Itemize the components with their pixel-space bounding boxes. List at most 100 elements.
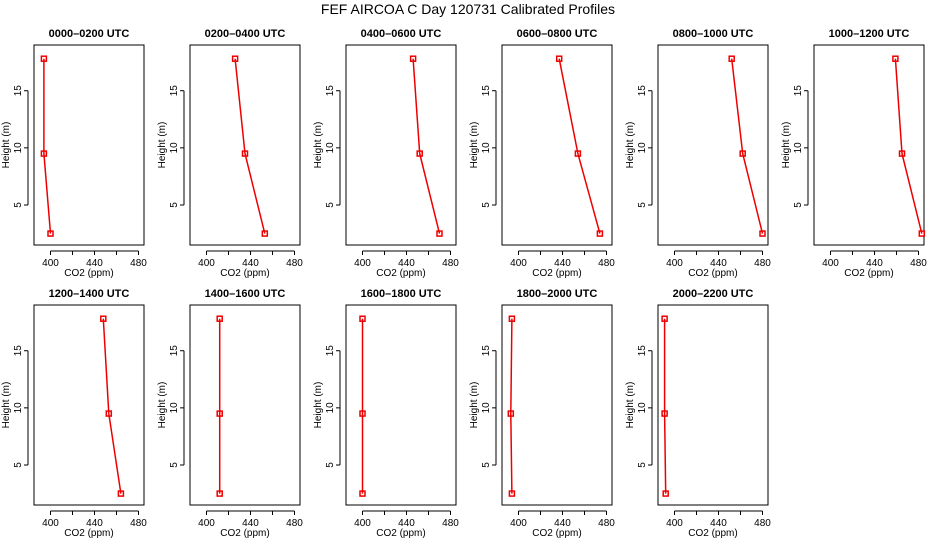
- panel-6-x-axis-label: CO2 (ppm): [844, 268, 893, 279]
- panel-3-y-tick-label: 15: [325, 85, 336, 97]
- panel-3-y-axis-label: Height (m): [313, 122, 324, 169]
- panel-8-y-tick-label: 5: [169, 462, 180, 468]
- panel-10-x-axis-label: CO2 (ppm): [532, 528, 581, 539]
- panel-2-title: 0200–0400 UTC: [205, 28, 286, 40]
- panel-2-frame: [189, 44, 301, 246]
- panel-6-data-point: [918, 230, 926, 237]
- panel-2-data-point: [261, 230, 269, 237]
- panel-10-x-tick-label: 440: [554, 518, 571, 529]
- panel-8-x-tick-label: 400: [198, 518, 215, 529]
- panel-11-frame: [657, 304, 769, 506]
- panel-8-y-tick-label: 15: [169, 345, 180, 357]
- panel-7-y-tick-label: 15: [13, 345, 24, 357]
- panel-4-x-tick-label: 480: [598, 258, 615, 269]
- panel-11-x-tick-label: 480: [754, 518, 771, 529]
- panel-1-title: 0000–0200 UTC: [49, 28, 130, 40]
- panel-10-x-tick-label: 400: [510, 518, 527, 529]
- panel-3-data-point: [409, 55, 417, 62]
- panel-6-x-tick-label: 440: [866, 258, 883, 269]
- panel-2-x-axis-label: CO2 (ppm): [220, 268, 269, 279]
- panel-2-x-tick-label: 440: [242, 258, 259, 269]
- panel-3-y-tick-label: 5: [325, 202, 336, 208]
- panel-7-y-tick-label: 5: [13, 462, 24, 468]
- panel-6-data-point: [898, 150, 906, 157]
- panel-9-x-axis-label: CO2 (ppm): [376, 528, 425, 539]
- panel-2-data-point: [231, 55, 239, 62]
- panel-3-y-tick-label: 10: [325, 142, 336, 154]
- panel-4-x-axis-label: CO2 (ppm): [532, 268, 581, 279]
- panel-11-y-axis-label: Height (m): [625, 382, 636, 429]
- panel-4-data-point: [574, 150, 582, 157]
- panel-7-title: 1200–1400 UTC: [49, 288, 130, 300]
- panel-9-y-axis-label: Height (m): [313, 382, 324, 429]
- panel-3-profile-line: [412, 58, 441, 234]
- panel-5-title: 0800–1000 UTC: [673, 28, 754, 40]
- panel-1-profile-line: [43, 58, 52, 234]
- panel-2-y-axis-label: Height (m): [157, 122, 168, 169]
- panel-2-y-tick-label: 5: [169, 202, 180, 208]
- panel-4-data-point: [555, 55, 563, 62]
- panel-10-data-point: [507, 410, 515, 417]
- panel-8-y-tick-label: 10: [169, 402, 180, 414]
- panel-5-data-point: [739, 150, 746, 157]
- panel-7-y-tick-label: 10: [13, 402, 24, 414]
- panel-1-y-tick-label: 15: [13, 85, 24, 97]
- panel-7-x-axis-label: CO2 (ppm): [64, 528, 113, 539]
- panel-1-frame: [33, 44, 145, 246]
- panel-9-frame: [345, 304, 457, 506]
- panel-6-y-tick-label: 10: [793, 142, 804, 154]
- panel-8-data-point: [216, 490, 223, 497]
- panel-7-data-point: [117, 490, 125, 497]
- panel-3-title: 0400–0600 UTC: [361, 28, 442, 40]
- panel-8-frame: [189, 304, 301, 506]
- panel-2-y-tick-label: 15: [169, 85, 180, 97]
- panel-5-x-tick-label: 400: [666, 258, 683, 269]
- panel-1-x-tick-label: 440: [86, 258, 103, 269]
- panel-6-data-point: [892, 55, 899, 62]
- panel-11-x-axis-label: CO2 (ppm): [688, 528, 737, 539]
- panel-7-data-point: [100, 315, 107, 322]
- panel-5-x-tick-label: 440: [710, 258, 727, 269]
- panel-1-x-tick-label: 400: [42, 258, 59, 269]
- panel-7-x-tick-label: 440: [86, 518, 103, 529]
- panel-8-title: 1400–1600 UTC: [205, 288, 286, 300]
- panel-8-x-axis-label: CO2 (ppm): [220, 528, 269, 539]
- panel-4-x-tick-label: 400: [510, 258, 527, 269]
- panel-1-y-tick-label: 5: [13, 202, 24, 208]
- panel-8-data-point: [216, 410, 223, 417]
- panel-2-x-tick-label: 480: [286, 258, 303, 269]
- panel-9-y-tick-label: 5: [325, 462, 336, 468]
- panel-11-data-point: [661, 315, 668, 322]
- panel-8-y-axis-label: Height (m): [157, 382, 168, 429]
- panel-5-x-axis-label: CO2 (ppm): [688, 268, 737, 279]
- panel-4-data-point: [596, 230, 604, 237]
- panel-3-data-point: [416, 150, 423, 157]
- panel-5-frame: [657, 44, 769, 246]
- panel-10-title: 1800–2000 UTC: [517, 288, 598, 300]
- panel-11-profile-line: [663, 318, 667, 494]
- panel-2-y-tick-label: 10: [169, 142, 180, 154]
- panel-9-y-tick-label: 15: [325, 345, 336, 357]
- panel-4-frame: [501, 44, 613, 246]
- panel-10-profile-line: [510, 318, 513, 494]
- panel-9-y-tick-label: 10: [325, 402, 336, 414]
- panel-10-data-point: [508, 490, 516, 497]
- panel-6-x-tick-label: 400: [822, 258, 839, 269]
- panel-10-y-axis-label: Height (m): [469, 382, 480, 429]
- panel-10-y-tick-label: 5: [481, 462, 492, 468]
- panel-3-x-tick-label: 480: [442, 258, 459, 269]
- panel-10-y-tick-label: 15: [481, 345, 492, 357]
- panel-7-data-point: [105, 410, 113, 417]
- panel-5-y-tick-label: 15: [637, 85, 648, 97]
- panel-11-title: 2000–2200 UTC: [673, 288, 754, 300]
- panel-6-title: 1000–1200 UTC: [829, 28, 910, 40]
- panel-5-data-point: [759, 230, 766, 237]
- panel-10-data-point: [508, 315, 516, 322]
- panel-1-y-axis-label: Height (m): [1, 122, 12, 169]
- panel-9-x-tick-label: 480: [442, 518, 459, 529]
- panel-3-frame: [345, 44, 457, 246]
- panel-9-data-point: [359, 315, 366, 322]
- panel-4-y-axis-label: Height (m): [469, 122, 480, 169]
- panel-8-x-tick-label: 440: [242, 518, 259, 529]
